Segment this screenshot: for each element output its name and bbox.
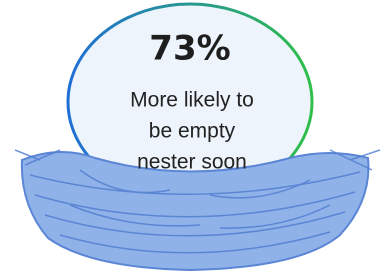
page: 73% More likely to be empty nester soon … [0,0,385,274]
stat-label-line: nester soon [137,151,247,174]
infographic: 73% More likely to be empty nester soon [0,0,385,274]
stat-label-line: More likely to [130,89,254,112]
stat-label-line: be empty [149,120,236,143]
stat-value: 73% [149,29,230,69]
